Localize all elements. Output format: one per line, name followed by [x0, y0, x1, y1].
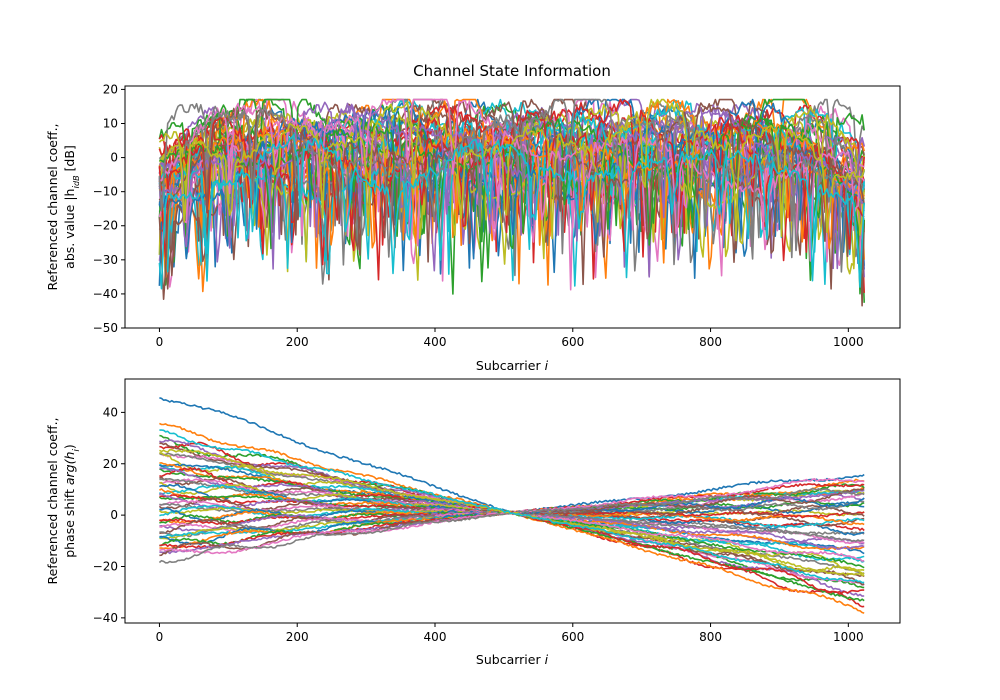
phase-series-line — [159, 487, 865, 557]
magnitude-series-line — [158, 98, 865, 300]
magnitude-x-tick-label: 200 — [286, 335, 309, 349]
magnitude-series-group — [158, 98, 865, 307]
magnitude-series-line — [158, 98, 865, 273]
phase-y-axis-label: Referenced channel coeff., phase shift a… — [45, 417, 82, 584]
magnitude-y-ticks: −50 −40 −30 −20 −10 0 10 20 — [93, 82, 125, 335]
phase-x-tick-label: 0 — [156, 630, 164, 644]
magnitude-x-tick-label: 0 — [156, 335, 164, 349]
magnitude-plot: 0 200 400 600 800 1000 −50 −40 −30 −20 −10 0 10 20 S… — [45, 82, 901, 373]
chart-title: Channel State Information — [413, 62, 611, 80]
phase-plot: 0 200 400 600 800 1000 −40 −20 0 20 40 Subcarrier… — [45, 378, 901, 667]
magnitude-y-tick-label: −30 — [93, 253, 118, 267]
magnitude-y-tick-label: −10 — [93, 185, 118, 199]
phase-plot-frame — [124, 378, 901, 624]
phase-y-tick-label: −20 — [93, 559, 118, 573]
magnitude-plot-frame — [124, 85, 901, 329]
phase-x-tick-label: 1000 — [833, 630, 864, 644]
magnitude-x-tick-label: 800 — [699, 335, 722, 349]
phase-y-tick-label: −40 — [93, 611, 118, 625]
magnitude-series-line — [158, 102, 865, 270]
magnitude-y-tick-label: −20 — [93, 219, 118, 233]
magnitude-y-axis-label: Referenced channel coeff., abs. value |h… — [45, 123, 82, 290]
magnitude-x-tick-label: 600 — [561, 335, 584, 349]
magnitude-y-tick-label: 0 — [110, 151, 118, 165]
magnitude-y-tick-label: −50 — [93, 321, 118, 335]
magnitude-x-axis-label: Subcarrier i — [476, 358, 549, 373]
phase-x-tick-label: 800 — [699, 630, 722, 644]
phase-x-tick-label: 600 — [561, 630, 584, 644]
svg-text:Referenced channel coeff.,: Referenced channel coeff., — [45, 123, 60, 290]
magnitude-x-ticks: 0 200 400 600 800 1000 — [156, 328, 864, 349]
magnitude-series-line — [158, 98, 865, 242]
svg-text:abs. value |hidB [dB]: abs. value |hidB [dB] — [62, 145, 82, 269]
phase-y-tick-label: 20 — [103, 457, 118, 471]
magnitude-series-line — [158, 134, 865, 290]
magnitude-x-tick-label: 400 — [424, 335, 447, 349]
phase-x-ticks: 0 200 400 600 800 1000 — [156, 623, 864, 644]
magnitude-y-tick-label: 10 — [103, 116, 118, 130]
svg-text:phase shift arg(hi): phase shift arg(hi) — [62, 444, 82, 558]
phase-y-tick-label: 40 — [103, 405, 118, 419]
magnitude-y-tick-label: −40 — [93, 287, 118, 301]
phase-series-line — [158, 492, 865, 550]
phase-series-line — [159, 429, 865, 584]
phase-y-tick-label: 0 — [110, 508, 118, 522]
phase-series-group — [158, 397, 865, 614]
svg-text:Referenced channel coeff.,: Referenced channel coeff., — [45, 417, 60, 584]
phase-x-tick-label: 200 — [286, 630, 309, 644]
phase-y-ticks: −40 −20 0 20 40 — [93, 405, 125, 625]
phase-x-tick-label: 400 — [424, 630, 447, 644]
magnitude-x-tick-label: 1000 — [833, 335, 864, 349]
magnitude-series-line — [159, 116, 865, 295]
magnitude-series-line — [158, 122, 865, 291]
phase-x-axis-label: Subcarrier i — [476, 652, 549, 667]
magnitude-y-tick-label: 20 — [103, 82, 118, 96]
